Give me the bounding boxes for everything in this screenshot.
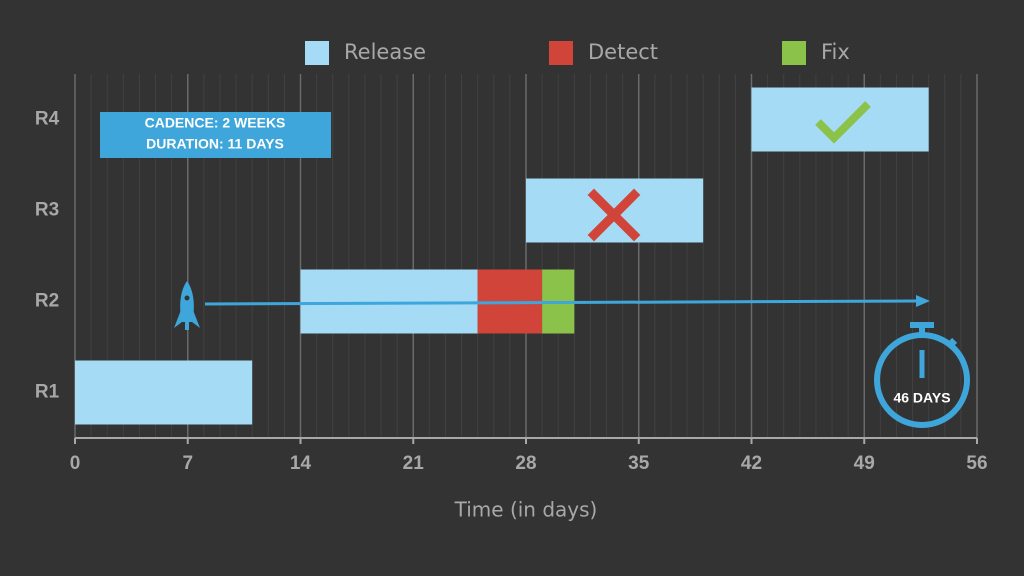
x-tick-label: 0 [70,453,81,474]
x-axis-label: Time (in days) [454,498,598,522]
annotation-box [100,112,331,158]
x-tick-label: 56 [966,453,987,474]
bar-segment [75,360,253,425]
legend-label: Fix [821,40,850,64]
arrow-head [916,295,930,307]
legend-label: Release [344,40,426,64]
annotation: CADENCE: 2 WEEKS [145,115,286,131]
x-tick-label: 21 [403,453,425,474]
legend-swatch [305,41,329,65]
stopwatch-icon [874,322,970,428]
success-icon [815,101,871,144]
y-tick-label: R4 [35,109,60,130]
y-tick-label: R3 [35,200,59,221]
fail-icon [587,188,641,242]
y-tick-label: R1 [35,382,60,403]
rocket-icon [174,281,200,330]
legend-swatch [782,41,806,65]
annotation: DURATION: 11 DAYS [146,136,284,152]
x-tick-label: 14 [290,453,312,474]
annotation: 46 DAYS [893,390,950,406]
timeline-arrow [204,299,919,306]
bar-segment [751,87,929,152]
x-tick-label: 49 [854,453,875,474]
legend-label: Detect [588,40,658,64]
x-tick-label: 28 [515,453,536,474]
x-tick-label: 7 [182,453,193,474]
legend-swatch [549,41,573,65]
x-tick-label: 35 [628,453,650,474]
x-tick-label: 42 [741,453,762,474]
y-tick-label: R2 [35,291,59,312]
